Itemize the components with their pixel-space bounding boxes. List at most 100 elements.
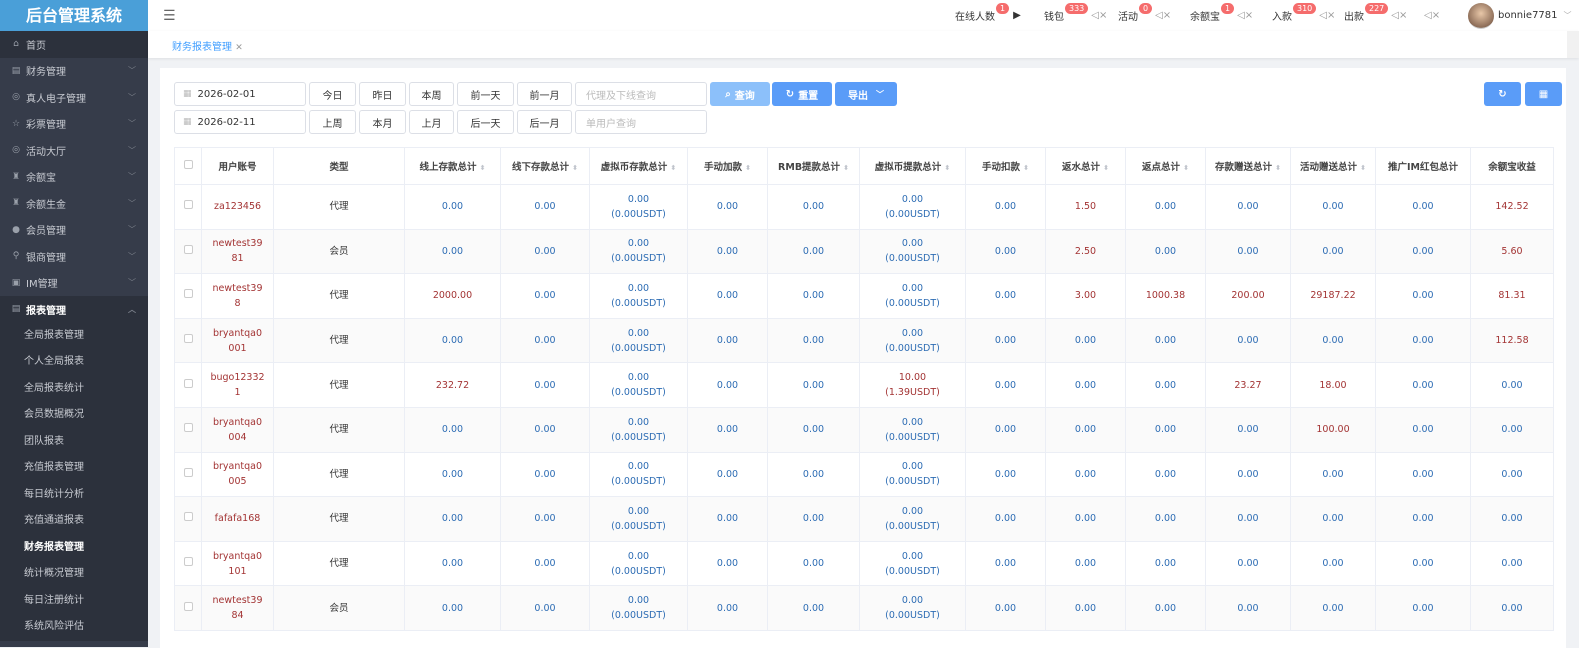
value-cell[interactable]: 0.00 <box>687 228 768 275</box>
sort-icon[interactable]: ⬍ <box>745 164 751 172</box>
sort-icon[interactable]: ⬍ <box>1103 164 1109 172</box>
row-checkbox[interactable] <box>183 378 193 388</box>
quick-date-button[interactable]: 昨日 <box>359 82 406 106</box>
value-cell[interactable]: 0.00 <box>1205 406 1291 453</box>
value-cell[interactable]: 0.00 <box>500 228 590 275</box>
sidebar-item[interactable]: ◎ 活动大厅 ﹀ <box>0 137 148 164</box>
value-cell[interactable]: 0.00 <box>500 317 590 364</box>
sidebar-subitem[interactable]: 系统风险评估 <box>24 621 84 632</box>
sort-icon[interactable]: ⬍ <box>1023 164 1029 172</box>
value-cell[interactable]: 2.50 <box>1045 228 1126 275</box>
select-all-checkbox[interactable] <box>183 160 193 169</box>
value-cell[interactable]: 0.00 <box>1375 496 1471 542</box>
column-header[interactable]: 用户账号 <box>201 147 274 185</box>
quick-date-button[interactable]: 后一天 <box>457 110 514 134</box>
value-cell[interactable]: 0.00 <box>965 496 1046 542</box>
quick-date-button[interactable]: 前一天 <box>457 82 514 106</box>
value-cell[interactable]: 0.00 <box>687 317 768 364</box>
close-icon[interactable]: ✕ <box>235 43 243 53</box>
sidebar-item[interactable]: ◎ 真人电子管理 ﹀ <box>0 84 148 111</box>
quick-date-button[interactable]: 上月 <box>409 110 454 134</box>
username-cell[interactable]: bryantqa0005 <box>201 451 274 498</box>
value-cell[interactable]: 0.00 <box>767 406 860 453</box>
value-cell[interactable]: 3.00 <box>1045 273 1126 319</box>
value-cell[interactable]: 0.00 <box>687 585 768 631</box>
quick-date-button[interactable]: 上周 <box>309 110 356 134</box>
value-cell[interactable]: 0.00 <box>687 406 768 453</box>
column-header[interactable]: 手动加款 ⬍ <box>687 147 768 185</box>
column-header[interactable]: 推广IM红包总计 <box>1375 147 1471 185</box>
value-cell[interactable]: 0.00 <box>500 362 590 408</box>
search-button[interactable]: ⌕ 查询 <box>710 82 770 106</box>
value-cell[interactable]: 0.00 <box>404 317 501 364</box>
value-cell[interactable]: 0.00 <box>404 228 501 275</box>
value-cell[interactable]: 0.00 <box>404 540 501 587</box>
sidebar-subitem[interactable]: 每日统计分析 <box>24 488 84 500</box>
column-header[interactable]: 线下存款总计 ⬍ <box>500 147 590 185</box>
sort-icon[interactable]: ⬍ <box>479 164 486 172</box>
value-cell[interactable]: 0.00 <box>1205 451 1291 498</box>
username-cell[interactable]: bryantqa0004 <box>201 406 274 453</box>
value-cell[interactable]: 0.00 <box>1375 228 1471 275</box>
value-cell[interactable]: 0.00 <box>1375 406 1471 453</box>
value-cell[interactable]: 0.00 <box>767 184 860 230</box>
sidebar-subitem[interactable]: 个人全局报表 <box>24 356 84 367</box>
value-cell[interactable]: 0.00 <box>1125 184 1206 230</box>
column-header[interactable]: 存款赠送总计 ⬍ <box>1205 147 1291 185</box>
value-cell[interactable]: 81.31 <box>1470 273 1554 319</box>
topnav-item[interactable]: 钱包 333 ◁× <box>1044 0 1107 31</box>
scrollbar[interactable] <box>1567 31 1579 58</box>
mute-icon[interactable]: ◁× <box>1155 10 1172 21</box>
value-cell[interactable]: 0.00 <box>1045 585 1126 631</box>
value-cell[interactable]: 0.00 (0.00USDT) <box>859 585 966 631</box>
value-cell[interactable]: 0.00 <box>1290 228 1376 275</box>
value-cell[interactable]: 0.00 <box>500 496 590 542</box>
sidebar-subitem[interactable]: 全局报表统计 <box>24 382 84 394</box>
value-cell[interactable]: 0.00 <box>1375 273 1471 319</box>
username-cell[interactable]: bugo123321 <box>201 362 274 408</box>
username-cell[interactable]: fafafa168 <box>201 496 274 542</box>
value-cell[interactable]: 29187.22 <box>1290 273 1376 319</box>
value-cell[interactable]: 0.00 (0.00USDT) <box>589 540 688 587</box>
value-cell[interactable]: 0.00 <box>965 228 1046 275</box>
sidebar-item[interactable]: ⚲ 银商管理 ﹀ <box>0 243 148 270</box>
value-cell[interactable]: 0.00 <box>687 451 768 498</box>
row-checkbox[interactable] <box>183 200 193 210</box>
column-header[interactable]: 虚拟币存款总计 ⬍ <box>589 147 688 185</box>
column-header[interactable]: 余额宝收益 <box>1470 147 1554 185</box>
value-cell[interactable]: 0.00 <box>1205 317 1291 364</box>
value-cell[interactable]: 0.00 (0.00USDT) <box>589 496 688 542</box>
value-cell[interactable]: 0.00 <box>1375 585 1471 631</box>
sidebar-subitem[interactable]: 每日注册统计 <box>24 594 84 606</box>
value-cell[interactable]: 0.00 <box>965 585 1046 631</box>
value-cell[interactable]: 0.00 <box>767 317 860 364</box>
value-cell[interactable]: 5.60 <box>1470 228 1554 275</box>
value-cell[interactable]: 0.00 (0.00USDT) <box>589 228 688 275</box>
username-cell[interactable]: newtest3984 <box>201 585 274 631</box>
value-cell[interactable]: 0.00 <box>767 273 860 319</box>
row-checkbox[interactable] <box>183 601 193 611</box>
sort-icon[interactable]: ⬍ <box>843 164 849 172</box>
value-cell[interactable]: 0.00 <box>687 362 768 408</box>
column-header[interactable]: 返点总计 ⬍ <box>1125 147 1206 185</box>
value-cell[interactable]: 0.00 <box>404 451 501 498</box>
reset-button[interactable]: ↻ 重置 <box>772 82 832 106</box>
quick-date-button[interactable]: 本周 <box>409 82 454 106</box>
mute-icon[interactable]: ◁× <box>1391 10 1408 21</box>
end-date-picker[interactable]: ▦ 2026-02-11 <box>174 110 306 134</box>
sidebar-item[interactable]: ● 会员管理 ﹀ <box>0 217 148 244</box>
column-header[interactable]: RMB提款总计 ⬍ <box>767 147 860 185</box>
value-cell[interactable]: 0.00 <box>1205 540 1291 587</box>
value-cell[interactable]: 0.00 <box>1290 496 1376 542</box>
value-cell[interactable]: 0.00 <box>1205 184 1291 230</box>
sidebar-item[interactable]: ☆ 彩票管理 ﹀ <box>0 111 148 138</box>
sidebar-subitem[interactable]: 全局报表管理 <box>24 329 84 341</box>
topnav-item[interactable]: 入款 310 ◁× <box>1272 0 1335 31</box>
value-cell[interactable]: 0.00 <box>1290 451 1376 498</box>
value-cell[interactable]: 0.00 <box>1045 496 1126 542</box>
value-cell[interactable]: 0.00 (0.00USDT) <box>859 228 966 275</box>
value-cell[interactable]: 0.00 <box>1045 406 1126 453</box>
sidebar-item[interactable]: ▤ 财务管理 ﹀ <box>0 58 148 85</box>
sidebar-item[interactable]: ⌂ 首页 <box>0 31 148 58</box>
sort-icon[interactable]: ⬍ <box>572 164 578 172</box>
